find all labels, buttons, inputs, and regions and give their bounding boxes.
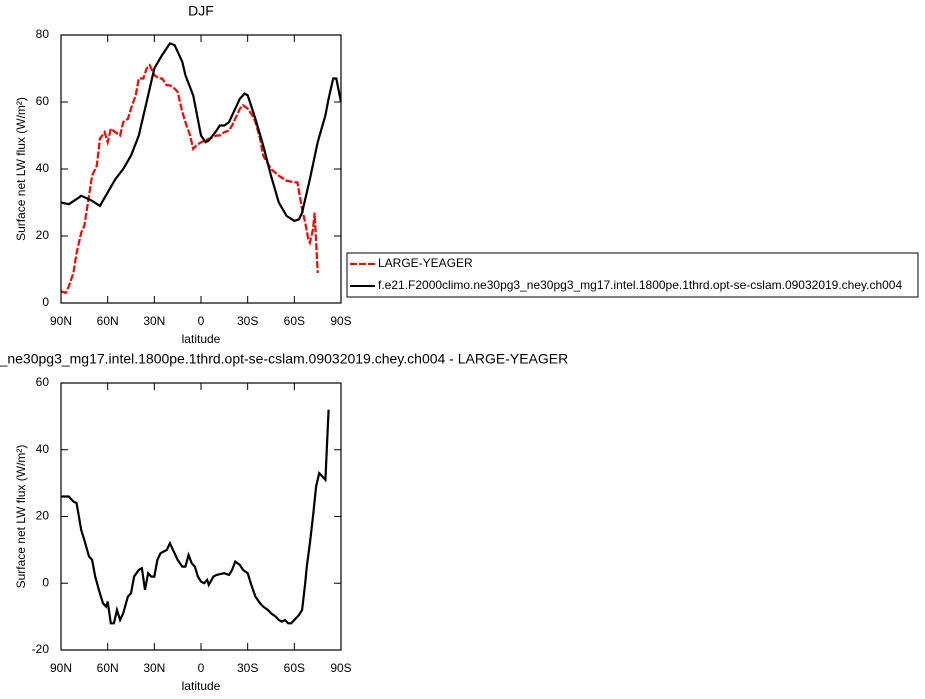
x-tick-label: 60N — [97, 314, 119, 328]
y-axis-label: Surface net LW flux (W/m²) — [14, 445, 28, 589]
plot-frame — [60, 382, 342, 651]
x-tick-label: 90N — [50, 661, 72, 675]
x-axis-label: latitude — [182, 679, 221, 693]
legend-label: LARGE-YEAGER — [378, 256, 473, 270]
x-tick-label: 30N — [143, 314, 165, 328]
legend-box — [346, 252, 919, 298]
plot-frame — [60, 34, 342, 304]
y-tick-label: -20 — [32, 642, 50, 656]
chart-title: f.e21.F2000climo.ne30pg3_ne30pg3_mg17.in… — [0, 351, 568, 367]
x-tick-label: 30S — [237, 661, 258, 675]
data-line — [61, 63, 319, 295]
x-axis-label: latitude — [182, 332, 221, 346]
y-tick-label: 20 — [36, 228, 50, 242]
x-tick-label: 30N — [143, 661, 165, 675]
y-tick-label: 40 — [36, 442, 50, 456]
x-tick-label: 60S — [284, 661, 305, 675]
y-tick-label: 80 — [36, 27, 50, 41]
y-tick-label: 0 — [42, 575, 49, 589]
y-tick-label: 60 — [36, 375, 50, 389]
y-tick-label: 40 — [36, 161, 50, 175]
x-tick-label: 60S — [284, 314, 305, 328]
y-tick-label: 20 — [36, 509, 50, 523]
chart-title: DJF — [188, 3, 214, 19]
x-tick-label: 60N — [97, 661, 119, 675]
y-axis-label: Surface net LW flux (W/m²) — [14, 97, 28, 241]
x-tick-label: 30S — [237, 314, 258, 328]
data-line — [61, 409, 330, 625]
legend-label: f.e21.F2000climo.ne30pg3_ne30pg3_mg17.in… — [378, 278, 902, 292]
x-tick-label: 0 — [198, 314, 205, 328]
x-tick-label: 90S — [330, 314, 351, 328]
x-tick-label: 0 — [198, 661, 205, 675]
data-line — [61, 42, 341, 223]
x-tick-label: 90S — [330, 661, 351, 675]
x-tick-label: 90N — [50, 314, 72, 328]
y-tick-label: 0 — [42, 295, 49, 309]
y-tick-label: 60 — [36, 94, 50, 108]
